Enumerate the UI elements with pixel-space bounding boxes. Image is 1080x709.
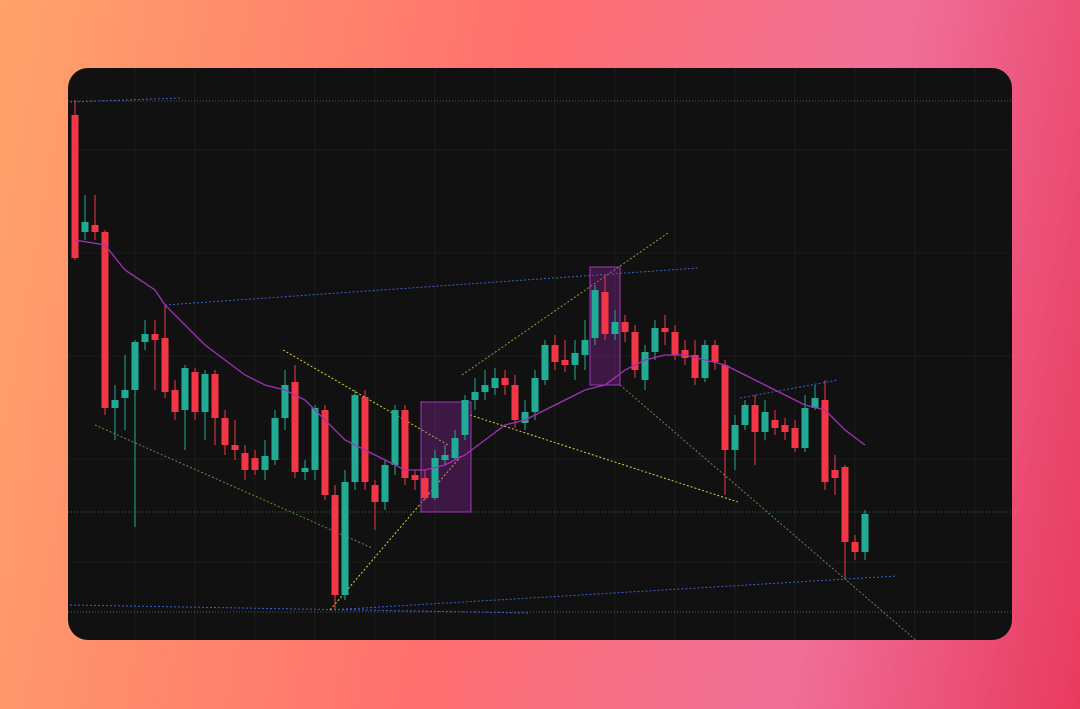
candle-body bbox=[811, 398, 819, 408]
candle-body bbox=[841, 467, 849, 542]
candle-body bbox=[821, 400, 829, 482]
candle-body bbox=[241, 453, 249, 470]
candle-body bbox=[611, 322, 619, 334]
candle-body bbox=[321, 410, 329, 495]
trendline bbox=[69, 604, 529, 614]
trendline bbox=[739, 379, 839, 399]
candle-body bbox=[541, 345, 549, 380]
candle-body bbox=[861, 514, 869, 552]
chart-card bbox=[68, 68, 1012, 640]
candle-body bbox=[661, 328, 669, 332]
candle-body bbox=[511, 385, 519, 420]
candle-body bbox=[791, 428, 799, 448]
candle-body bbox=[421, 478, 429, 498]
candle-body bbox=[291, 382, 299, 472]
candle-body bbox=[171, 390, 179, 412]
candle-body bbox=[491, 378, 499, 388]
candle-body bbox=[441, 455, 449, 460]
candle-body bbox=[701, 345, 709, 378]
candle-body bbox=[451, 438, 459, 458]
candle-body bbox=[201, 374, 209, 412]
candle-body bbox=[801, 408, 809, 448]
candle-body bbox=[381, 465, 389, 502]
candle-body bbox=[281, 385, 289, 418]
trendline bbox=[329, 575, 898, 611]
candle-body bbox=[471, 392, 479, 400]
candle-body bbox=[81, 222, 89, 232]
candle-body bbox=[481, 385, 489, 392]
plot bbox=[68, 68, 1012, 640]
candle-body bbox=[401, 410, 409, 478]
candle-body bbox=[131, 342, 139, 390]
trendline bbox=[619, 384, 919, 640]
candle-body bbox=[711, 345, 719, 362]
candle-body bbox=[571, 353, 579, 365]
candle-body bbox=[771, 420, 779, 428]
candle-body bbox=[71, 115, 79, 258]
candle-body bbox=[831, 470, 839, 478]
candle-body bbox=[391, 410, 399, 465]
candle-body bbox=[551, 345, 559, 362]
trendline bbox=[164, 267, 699, 306]
trendline bbox=[461, 232, 669, 376]
candle-body bbox=[431, 458, 439, 498]
candle-body bbox=[311, 408, 319, 470]
candle-body bbox=[211, 374, 219, 418]
candle-body bbox=[531, 378, 539, 412]
candle-body bbox=[761, 412, 769, 432]
candle-body bbox=[561, 360, 569, 365]
candle-body bbox=[371, 485, 379, 502]
drawings bbox=[69, 97, 919, 640]
candle-body bbox=[111, 400, 119, 408]
candle-body bbox=[141, 334, 149, 342]
candle-body bbox=[721, 365, 729, 450]
candle-body bbox=[161, 338, 169, 392]
candle-body bbox=[641, 352, 649, 380]
candle-body bbox=[101, 232, 109, 408]
trendline bbox=[69, 97, 183, 103]
candle-body bbox=[631, 332, 639, 370]
trendline bbox=[329, 454, 463, 611]
candle-body bbox=[271, 418, 279, 460]
candle-body bbox=[591, 290, 599, 338]
grid bbox=[68, 68, 1012, 640]
candle-body bbox=[361, 397, 369, 482]
trendline bbox=[469, 414, 739, 503]
candle-body bbox=[601, 292, 609, 334]
candle-body bbox=[411, 475, 419, 480]
candle-body bbox=[181, 368, 189, 410]
candle-body bbox=[781, 425, 789, 432]
trendline bbox=[94, 424, 373, 549]
candle-body bbox=[251, 458, 259, 470]
candle-body bbox=[731, 425, 739, 450]
candle-body bbox=[621, 322, 629, 332]
candle-body bbox=[261, 456, 269, 470]
candle-body bbox=[501, 378, 509, 385]
candle-body bbox=[681, 350, 689, 358]
candle-body bbox=[221, 418, 229, 445]
candle-body bbox=[301, 468, 309, 472]
candle-body bbox=[461, 400, 469, 435]
candle-body bbox=[191, 372, 199, 412]
candle-body bbox=[691, 355, 699, 378]
candle-body bbox=[741, 405, 749, 425]
moving-average bbox=[74, 239, 866, 471]
candle-body bbox=[331, 495, 339, 595]
candle-body bbox=[231, 445, 239, 450]
candle-body bbox=[521, 412, 529, 423]
candle-body bbox=[671, 332, 679, 355]
candle-body bbox=[851, 542, 859, 552]
candle-body bbox=[581, 340, 589, 355]
candle-body bbox=[91, 225, 99, 232]
candle-body bbox=[351, 395, 359, 482]
candle-body bbox=[121, 390, 129, 398]
candle-body bbox=[751, 405, 759, 432]
candle-body bbox=[151, 334, 159, 340]
candle-body bbox=[651, 328, 659, 352]
candle-body bbox=[341, 482, 349, 595]
